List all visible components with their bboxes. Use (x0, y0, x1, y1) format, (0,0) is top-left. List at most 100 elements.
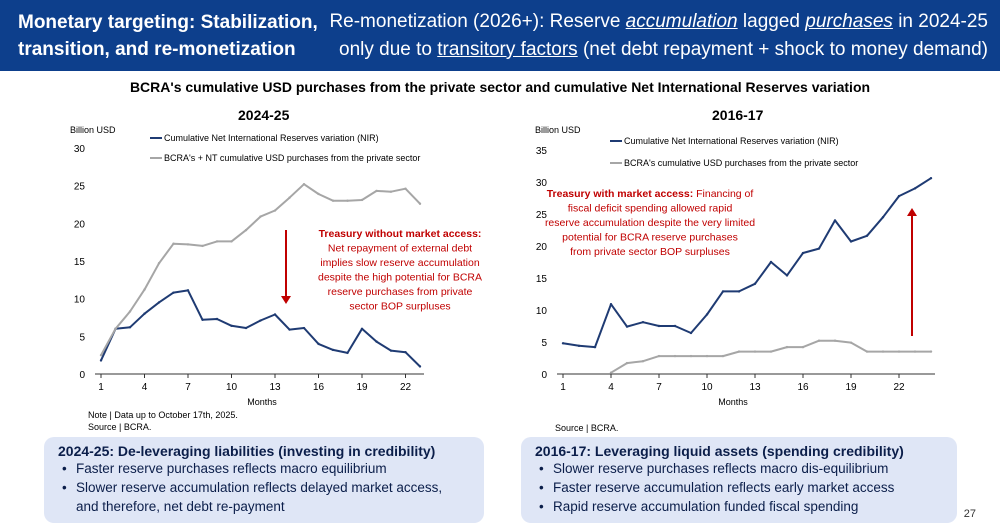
page-number: 27 (963, 508, 976, 520)
x-tick-label: 22 (400, 382, 412, 393)
data-point (317, 342, 320, 346)
data-point (689, 354, 693, 358)
data-point (785, 345, 789, 349)
data-point (331, 348, 335, 352)
data-point (172, 242, 175, 245)
data-point (128, 326, 132, 329)
legend-label: BCRA's + NT cumulative USD purchases fro… (164, 153, 420, 163)
y-tick-label: 15 (536, 274, 548, 285)
legend-label: Cumulative Net International Reserves va… (624, 136, 839, 146)
data-point (99, 359, 103, 362)
right-chart-title: 2016-17 (712, 107, 764, 123)
data-point (641, 360, 645, 363)
data-point (389, 190, 393, 193)
x-tick-label: 4 (142, 382, 148, 393)
subtitle-text: only due to (339, 39, 438, 60)
list-item: Faster reserve accumulation reflects ear… (539, 478, 894, 497)
series-line-purchases (100, 183, 421, 356)
data-point (418, 365, 422, 368)
annotation-title: Treasury with market access: Financing o… (547, 188, 754, 200)
annotation-line: implies slow reserve accumulation (320, 257, 479, 269)
data-point (143, 312, 146, 315)
data-point (673, 324, 677, 328)
list-item: and therefore, net debt re-payment (76, 499, 285, 514)
data-point (360, 198, 364, 202)
subtitle-text: lagged (737, 11, 806, 32)
data-point (753, 282, 757, 285)
annotation-title-rest: Financing of (693, 188, 753, 200)
y-tick-label: 10 (536, 306, 548, 317)
data-point (801, 251, 805, 255)
annotation-line: sector BOP surpluses (349, 301, 450, 313)
data-point (609, 303, 613, 306)
data-point (404, 350, 407, 354)
y-tick-label: 30 (74, 144, 86, 155)
data-point (865, 234, 869, 237)
data-point (769, 260, 773, 264)
data-point (577, 344, 581, 348)
data-point (143, 288, 146, 291)
data-point (561, 342, 565, 345)
data-point (897, 350, 901, 353)
slide-header: Monetary targeting: Stabilization, trans… (0, 0, 1000, 71)
subtitle-text: in 2024-25 (892, 11, 988, 32)
data-point (913, 187, 917, 190)
x-axis-label: Months (247, 397, 277, 407)
annotation-line: Net repayment of external debt (328, 243, 472, 255)
y-tick-label: 25 (74, 182, 86, 193)
data-point (625, 325, 629, 328)
data-point (302, 326, 306, 330)
data-point (849, 240, 853, 243)
y-tick-label: 0 (79, 370, 85, 381)
left-summary-box: 2024-25: De-leveraging liabilities (inve… (44, 437, 484, 523)
y-tick-label: 20 (536, 242, 548, 253)
data-point (128, 310, 132, 313)
down-arrow-head (281, 296, 291, 304)
data-point (418, 202, 422, 205)
x-tick-label: 13 (269, 382, 281, 393)
data-point (609, 371, 613, 374)
subtitle-line-1: Re-monetization (2026+): Reserve accumul… (312, 8, 988, 36)
data-point (785, 274, 789, 277)
data-point (849, 341, 853, 344)
right-summary-box: 2016-17: Leveraging liquid assets (spend… (521, 437, 957, 523)
note-text: Note | Data up to October 17th, 2025. (88, 410, 238, 420)
data-point (833, 339, 837, 342)
data-point (259, 319, 262, 322)
data-point (593, 345, 597, 349)
data-point (201, 244, 204, 248)
data-point (302, 182, 306, 186)
data-point (230, 240, 233, 243)
data-point (273, 313, 277, 316)
data-point (721, 354, 725, 358)
x-tick-label: 1 (98, 382, 104, 393)
data-point (186, 289, 190, 292)
data-point (244, 228, 248, 232)
data-point (817, 339, 821, 342)
data-point (273, 209, 277, 212)
data-point (172, 291, 175, 294)
annotation-title-bold: Treasury with market access: (547, 188, 694, 200)
data-point (288, 328, 291, 331)
y-tick-label: 0 (541, 370, 547, 381)
subtitle-underlined: purchases (805, 11, 893, 32)
data-point (657, 354, 661, 358)
source-text: Source | BCRA. (555, 423, 619, 433)
data-point (389, 349, 393, 352)
series-line-nir (562, 177, 932, 349)
x-tick-label: 10 (226, 382, 238, 393)
data-point (230, 324, 233, 327)
x-tick-label: 10 (701, 382, 713, 393)
annotation-line: fiscal deficit spending allowed rapid (568, 203, 733, 215)
left-summary-list: Faster reserve purchases reflects macro … (58, 459, 442, 516)
y-tick-label: 15 (74, 257, 86, 268)
list-item: Slower reserve accumulation reflects del… (62, 478, 442, 497)
data-point (375, 189, 378, 193)
y-tick-label: 35 (536, 146, 548, 157)
data-point (641, 320, 645, 324)
right-chart-source: Source | BCRA. (555, 422, 618, 434)
charts-main-title: BCRA's cumulative USD purchases from the… (129, 79, 871, 95)
data-point (331, 199, 335, 202)
data-point (346, 351, 349, 355)
